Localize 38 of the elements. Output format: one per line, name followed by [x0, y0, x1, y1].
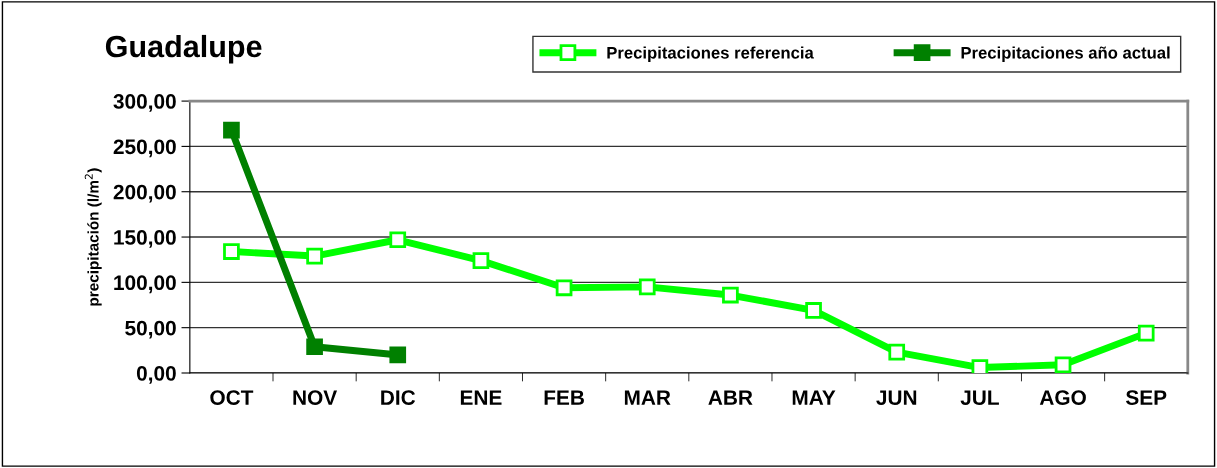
y-tick-label: 250,00 [113, 139, 176, 158]
point [389, 231, 407, 249]
point [888, 343, 906, 361]
x-tick-label: SEP [1125, 390, 1167, 405]
y-tick-label: 0,00 [136, 366, 176, 384]
x-tick-label: ABR [708, 390, 753, 405]
x-tick-label: ENE [460, 390, 502, 405]
point [555, 279, 573, 297]
point [638, 278, 656, 296]
x-tick-label: FEB [544, 390, 584, 405]
y-axis-title: precipitación (l/m$^{2}$) [84, 168, 102, 306]
x-tick-label: OCT [210, 390, 254, 405]
point [389, 346, 407, 364]
x-tick-label: DIC [381, 390, 416, 405]
x-tick-label: JUL [960, 390, 999, 405]
y-tick-label: 200,00 [113, 184, 176, 203]
x-tick-label: MAY [792, 390, 836, 405]
point [971, 359, 989, 373]
y-tick-label: 50,00 [125, 320, 176, 339]
y-tick-label: 100,00 [114, 275, 176, 294]
point [223, 121, 240, 139]
chart-title: Guadalupe [105, 34, 262, 64]
y-tick-label: 150,00 [114, 230, 176, 248]
x-tick-label: AGO [1039, 390, 1086, 405]
legend-label: Precipitaciones año actual [961, 46, 1170, 62]
point [805, 302, 822, 319]
point [1054, 356, 1072, 373]
x-tick-label: NOV [293, 390, 338, 405]
point [306, 247, 323, 265]
y-tick-label: 300,00 [113, 94, 176, 112]
legend-label: Precipitaciones referencia [607, 46, 814, 62]
x-tick-label: MAR [624, 390, 671, 405]
point [223, 243, 240, 260]
point [472, 252, 490, 269]
point [306, 338, 323, 356]
point [1137, 324, 1155, 342]
point [722, 286, 739, 304]
x-tick-label: JUN [876, 390, 917, 405]
